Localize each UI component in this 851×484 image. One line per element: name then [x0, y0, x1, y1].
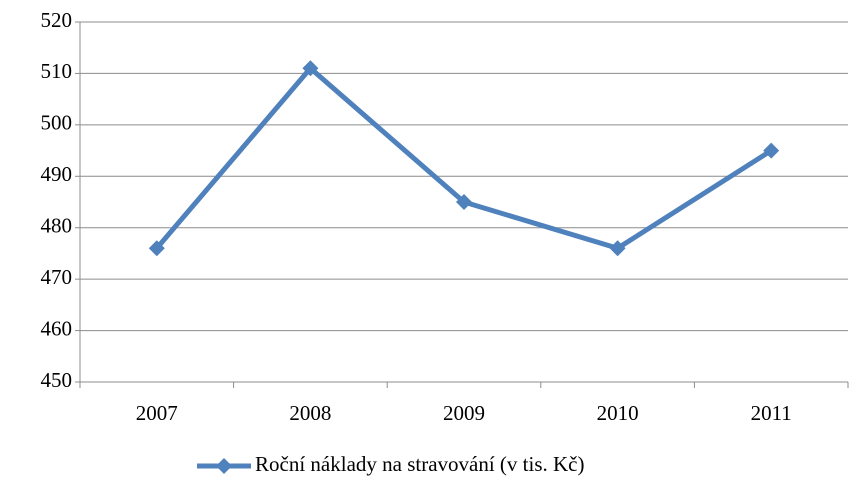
point-marker [609, 240, 626, 257]
y-tick-label: 460 [41, 316, 73, 340]
x-tick-label: 2010 [597, 401, 639, 425]
x-tick-label: 2009 [443, 401, 485, 425]
x-tick-label: 2011 [751, 401, 792, 425]
series-line [154, 65, 773, 251]
point-marker [148, 240, 165, 257]
y-tick-label: 500 [41, 111, 73, 135]
point-marker [456, 194, 472, 210]
y-tick-label: 480 [41, 214, 73, 238]
y-tick-label: 520 [41, 8, 73, 32]
legend-label: Roční náklady na stravování (v tis. Kč) [255, 452, 585, 476]
y-tick-label: 450 [41, 368, 73, 392]
point-marker [302, 60, 319, 77]
legend-marker [216, 458, 232, 474]
x-tick-label: 2008 [289, 401, 331, 425]
y-tick-label: 490 [41, 162, 73, 186]
point-marker [763, 142, 780, 159]
y-tick-label: 510 [41, 59, 73, 83]
x-tick-label: 2007 [136, 401, 178, 425]
y-tick-label: 470 [41, 265, 73, 289]
